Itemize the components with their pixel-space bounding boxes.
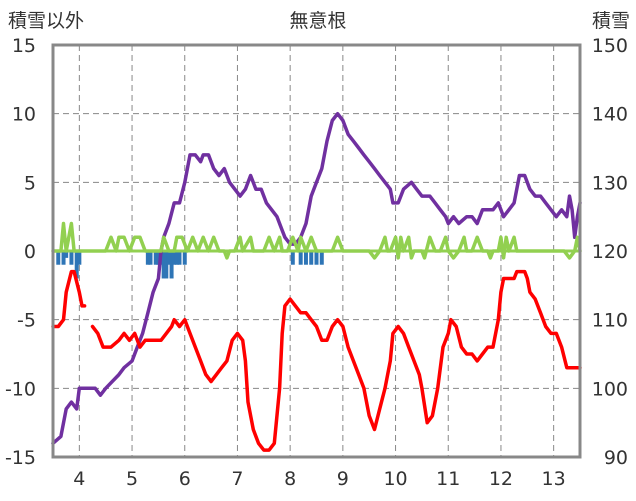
snowfall-bar	[319, 251, 324, 265]
series-line	[51, 221, 582, 260]
snowfall-bar	[169, 251, 174, 279]
bars-layer	[56, 251, 324, 279]
left-tick-label: 10	[12, 104, 36, 126]
snowfall-bar	[172, 251, 177, 265]
right-tick-label: 150	[592, 35, 628, 57]
snowfall-bar	[166, 251, 171, 265]
snowfall-bar	[303, 251, 308, 265]
x-tick-label: 6	[179, 468, 191, 490]
left-tick-label: -5	[17, 310, 36, 332]
x-tick-label: 9	[337, 468, 349, 490]
snowfall-bar	[77, 251, 82, 265]
x-tick-label: 5	[126, 468, 138, 490]
snowfall-bar	[164, 251, 169, 279]
snowfall-bar	[177, 251, 182, 265]
left-tick-label: 15	[12, 35, 36, 57]
left-tick-label: -10	[5, 378, 36, 400]
left-tick-label: -15	[5, 447, 36, 469]
right-tick-label: 120	[592, 241, 628, 263]
snowfall-bar	[161, 251, 166, 279]
series-line	[90, 269, 582, 452]
right-tick-label: 140	[592, 104, 628, 126]
snowfall-bar	[182, 251, 187, 265]
right-tick-label: 90	[604, 447, 628, 469]
snowfall-bar	[64, 251, 69, 258]
left-tick-label: 0	[24, 241, 36, 263]
snowfall-bar	[74, 251, 79, 279]
left-axis-title: 積雪以外	[8, 10, 84, 32]
right-axis-title: 積雪	[592, 10, 630, 32]
snowfall-bar	[69, 251, 74, 265]
right-tick-label: 100	[592, 378, 628, 400]
x-tick-label: 13	[542, 468, 566, 490]
left-tick-label: 5	[24, 172, 36, 194]
snowfall-bar	[61, 251, 66, 265]
snowfall-bar	[290, 251, 295, 265]
snowfall-bar	[145, 251, 150, 265]
snowfall-bar	[309, 251, 314, 265]
x-tick-label: 11	[436, 468, 460, 490]
right-tick-label: 130	[592, 172, 628, 194]
snowfall-bar	[153, 251, 158, 265]
snowfall-bar	[148, 251, 153, 265]
snowfall-bar	[174, 251, 179, 265]
x-tick-label: 10	[383, 468, 407, 490]
right-tick-label: 110	[592, 310, 628, 332]
x-tick-label: 4	[73, 468, 85, 490]
right-axis-ticks: 150 140 130 120 110 100 90	[592, 35, 628, 469]
snowfall-bar	[314, 251, 319, 265]
chart-title: 無意根	[289, 10, 346, 32]
snowfall-bar	[156, 251, 161, 265]
x-tick-label: 7	[231, 468, 243, 490]
series-layer	[51, 111, 582, 452]
snowfall-bar	[298, 251, 303, 265]
left-axis-ticks: 15 10 5 0 -5 -10 -15	[5, 35, 36, 469]
series-line	[51, 269, 87, 329]
series-line	[51, 111, 582, 446]
x-tick-label: 12	[489, 468, 513, 490]
x-axis-ticks: 4 5 6 7 8 9 10 11 12 13	[73, 468, 565, 490]
snowfall-bar	[56, 251, 61, 265]
x-tick-label: 8	[284, 468, 296, 490]
plot-frame	[51, 43, 582, 459]
